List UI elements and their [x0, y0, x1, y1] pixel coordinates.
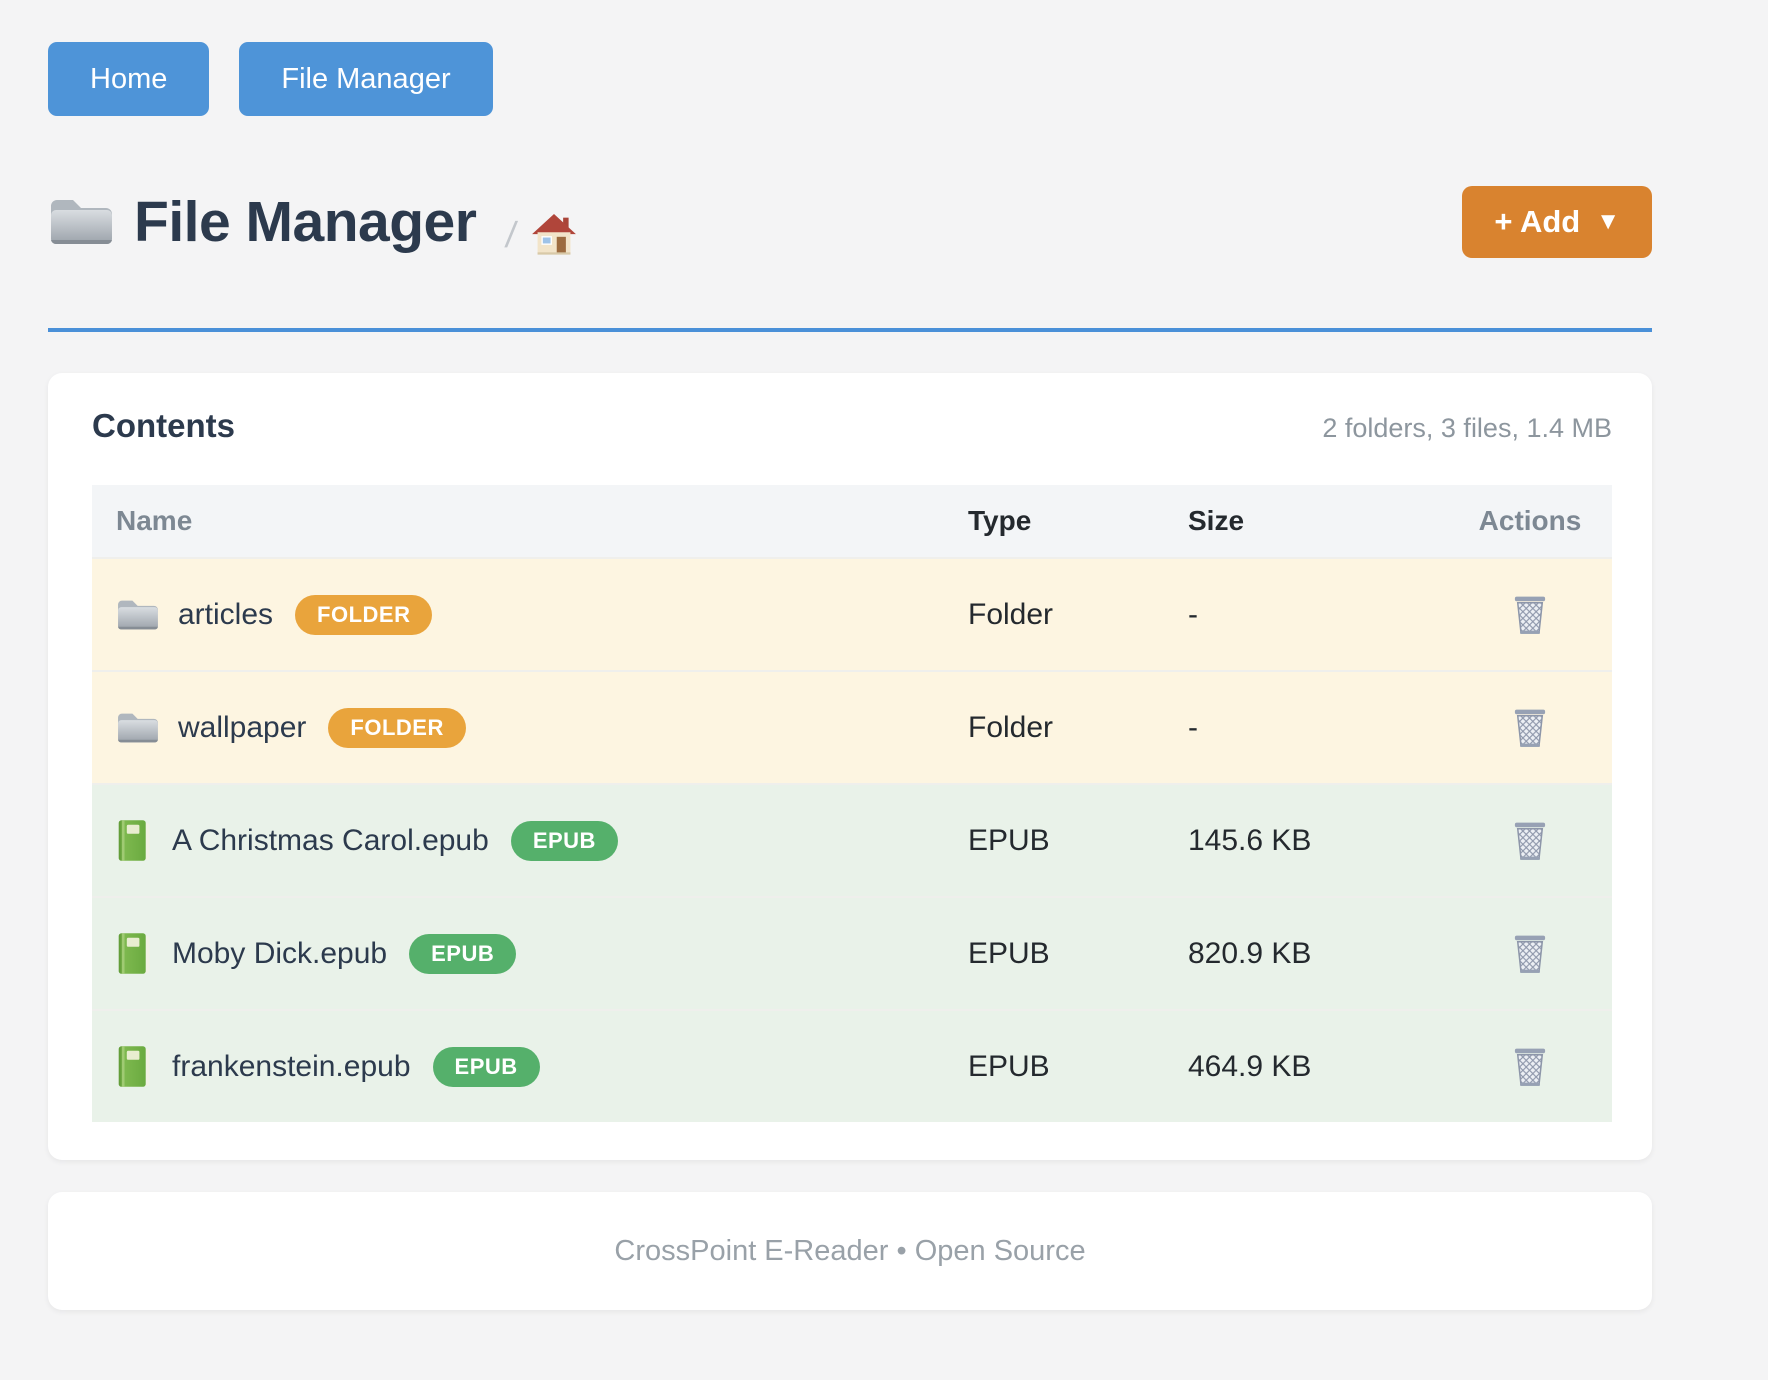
column-header-name: Name [116, 505, 193, 536]
folder-icon [116, 598, 158, 632]
file-name-cell[interactable]: A Christmas Carol.epub EPUB [92, 819, 968, 863]
folder-icon [48, 196, 112, 248]
file-name: wallpaper [178, 710, 307, 744]
table-row: A Christmas Carol.epub EPUB EPUB 145.6 K… [92, 783, 1612, 896]
table-row: Moby Dick.epub EPUB EPUB 820.9 KB [92, 896, 1612, 1009]
contents-header: Contents 2 folders, 3 files, 1.4 MB [92, 407, 1612, 445]
book-icon [116, 819, 152, 863]
table-header-row: Name Type Size Actions [92, 485, 1612, 557]
page-header: File Manager / + Add ▼ [48, 186, 1652, 258]
book-icon [116, 932, 152, 976]
footer: CrossPoint E-Reader • Open Source [48, 1192, 1652, 1310]
size-cell: - [1188, 597, 1198, 631]
table-row: frankenstein.epub EPUB EPUB 464.9 KB [92, 1009, 1612, 1122]
epub-badge: EPUB [432, 1046, 540, 1087]
folder-badge: FOLDER [295, 594, 433, 635]
table-row: wallpaper FOLDER Folder - [92, 670, 1612, 783]
file-name-cell[interactable]: articles FOLDER [92, 594, 968, 635]
table-row: articles FOLDER Folder - [92, 557, 1612, 670]
book-icon [116, 1045, 152, 1089]
contents-summary: 2 folders, 3 files, 1.4 MB [1322, 413, 1612, 443]
type-cell: EPUB [968, 936, 1050, 970]
file-name: articles [178, 597, 274, 631]
delete-button[interactable] [1509, 591, 1551, 639]
size-cell: 145.6 KB [1188, 823, 1312, 857]
size-cell: 464.9 KB [1188, 1049, 1312, 1083]
file-table: Name Type Size Actions articles FOLDER F… [92, 485, 1612, 1122]
actions-cell [1448, 930, 1612, 978]
actions-cell [1448, 1043, 1612, 1091]
type-cell: Folder [968, 710, 1054, 744]
file-name: Moby Dick.epub [172, 936, 388, 970]
delete-button[interactable] [1509, 817, 1551, 865]
column-header-size: Size [1188, 505, 1245, 536]
actions-cell [1448, 591, 1612, 639]
chevron-down-icon: ▼ [1596, 208, 1620, 235]
column-header-actions: Actions [1478, 505, 1582, 536]
file-manager-button[interactable]: File Manager [239, 42, 493, 116]
page-title: File Manager [134, 190, 477, 254]
home-icon[interactable] [532, 214, 576, 256]
actions-cell [1448, 817, 1612, 865]
type-cell: Folder [968, 597, 1054, 631]
top-nav: Home File Manager [48, 0, 1652, 116]
delete-button[interactable] [1509, 930, 1551, 978]
page: Home File Manager File Manager / + Add ▼… [48, 0, 1652, 1310]
size-cell: 820.9 KB [1188, 936, 1312, 970]
file-name-cell[interactable]: Moby Dick.epub EPUB [92, 932, 968, 976]
contents-card: Contents 2 folders, 3 files, 1.4 MB Name… [48, 373, 1652, 1160]
file-name: frankenstein.epub [172, 1049, 411, 1083]
folder-icon [116, 711, 158, 745]
add-button[interactable]: + Add ▼ [1462, 186, 1652, 258]
type-cell: EPUB [968, 823, 1050, 857]
size-cell: - [1188, 710, 1198, 744]
add-button-label: + Add [1494, 204, 1581, 239]
footer-text: CrossPoint E-Reader • Open Source [614, 1234, 1086, 1267]
home-button[interactable]: Home [48, 42, 210, 116]
breadcrumb-separator: / [503, 214, 520, 255]
contents-heading: Contents [92, 407, 235, 444]
file-name-cell[interactable]: wallpaper FOLDER [92, 707, 968, 748]
epub-badge: EPUB [510, 820, 618, 861]
folder-badge: FOLDER [328, 707, 466, 748]
delete-button[interactable] [1509, 1043, 1551, 1091]
file-name-cell[interactable]: frankenstein.epub EPUB [92, 1045, 968, 1089]
type-cell: EPUB [968, 1049, 1050, 1083]
breadcrumb: / [503, 214, 576, 256]
delete-button[interactable] [1509, 704, 1551, 752]
epub-badge: EPUB [409, 933, 517, 974]
actions-cell [1448, 704, 1612, 752]
column-header-type: Type [968, 505, 1032, 536]
header-divider [48, 328, 1652, 332]
file-name: A Christmas Carol.epub [172, 823, 489, 857]
